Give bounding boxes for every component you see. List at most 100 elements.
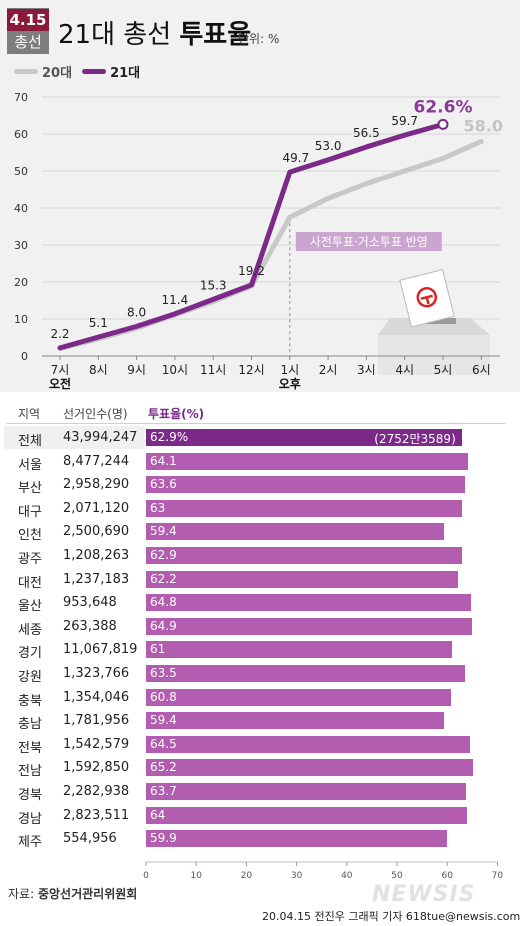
region-name: 광주 xyxy=(18,552,42,567)
voter-count: 11,067,819 xyxy=(63,642,138,658)
data-label-21: 11.4 xyxy=(162,293,189,307)
x-tick-label: 10시 xyxy=(162,363,188,377)
table-row: 제주 554,956 59.9 xyxy=(0,830,520,850)
bar-axis-label: 60 xyxy=(441,871,453,881)
table-header-divider xyxy=(6,423,506,424)
y-tick-label: 20 xyxy=(14,276,28,289)
data-label-21: 8.0 xyxy=(127,305,146,319)
y-tick-label: 40 xyxy=(14,202,28,215)
y-tick-label: 30 xyxy=(14,239,28,252)
bar-axis-label: 40 xyxy=(341,871,353,881)
ballot-box-icon xyxy=(378,269,490,375)
x-tick-label: 11시 xyxy=(200,363,226,377)
voter-count: 1,237,183 xyxy=(63,571,130,587)
legend-label-21: 21대 xyxy=(110,66,141,81)
voter-count: 2,823,511 xyxy=(63,807,130,823)
bar-axis-label: 50 xyxy=(391,871,403,881)
newsis-watermark: NEWSIS xyxy=(372,882,476,907)
legend: 20대 21대 xyxy=(14,62,150,81)
voter-count: 43,994,247 xyxy=(63,430,138,445)
data-label-21: 5.1 xyxy=(89,316,108,330)
rate-bar: 64.1 xyxy=(146,452,468,470)
region-name: 강원 xyxy=(18,670,42,685)
x-period-label: 오후 xyxy=(279,376,301,391)
data-label-21: 15.3 xyxy=(200,278,227,292)
voter-count: 1,781,956 xyxy=(63,713,130,729)
bar-axis-label: 0 xyxy=(143,871,149,881)
rate-value: 63 xyxy=(150,500,166,515)
col-voters: 선거인수(명) xyxy=(63,407,128,421)
data-label-21: 62.6% xyxy=(414,97,473,117)
annotation-text: 사전투표·거소투표 반영 xyxy=(310,235,428,249)
region-name: 경남 xyxy=(18,811,42,827)
x-tick-label: 7시 xyxy=(51,363,70,377)
series-line-21대 xyxy=(57,121,446,351)
x-tick-label: 9시 xyxy=(127,363,146,377)
turnout-line-chart: 사전투표·거소투표 반영 2.2 5.1 8.0 11.4 15.3 19.2 49.7 53.… xyxy=(14,91,503,391)
total-row-highlight xyxy=(4,426,144,449)
y-tick-label: 0 xyxy=(21,350,28,363)
rate-value: 62.9% xyxy=(150,430,189,444)
table-row: 강원 1,323,766 63.5 xyxy=(0,665,520,685)
data-label-21: 19.2 xyxy=(238,264,265,278)
total-votes: (2752만3589) xyxy=(374,432,456,446)
rate-value: 61 xyxy=(150,642,166,657)
voter-count: 1,323,766 xyxy=(63,666,130,681)
table-row: 인천 2,500,690 59.4 xyxy=(0,523,520,544)
data-label-20: 58.0 xyxy=(464,116,503,135)
table-row: 경남 2,823,511 64 xyxy=(0,806,520,827)
region-name: 세종 xyxy=(18,622,42,638)
table-row: 전북 1,542,579 64.5 xyxy=(0,735,520,756)
region-name: 충북 xyxy=(18,693,42,709)
rate-value: 59.4 xyxy=(150,524,177,539)
region-name: 부산 xyxy=(18,481,42,497)
voter-count: 8,477,244 xyxy=(63,453,130,469)
table-row: 전남 1,592,850 65.2 xyxy=(0,759,520,780)
region-name: 경기 xyxy=(18,646,42,662)
title-plain: 21대 총선 xyxy=(58,20,180,50)
rate-value: 64.5 xyxy=(150,736,177,751)
rate-bar: 62.2 xyxy=(146,570,459,588)
table-row: 세종 263,388 64.9 xyxy=(0,617,520,638)
rate-value: 60.8 xyxy=(150,689,177,704)
table-row: 대구 2,071,120 63 xyxy=(0,499,520,520)
rate-bar: 62.9% (2752만3589) xyxy=(146,429,462,446)
table-row: 서울 8,477,244 64.1 xyxy=(0,452,520,473)
voter-count: 1,592,850 xyxy=(63,760,130,776)
legend-swatch-21 xyxy=(82,69,107,74)
badge-label: 총선 xyxy=(14,33,42,51)
region-name: 울산 xyxy=(18,599,42,615)
y-tick-label: 50 xyxy=(14,165,28,178)
data-label-21: 59.7 xyxy=(391,114,418,128)
table-header: 지역 선거인수(명) 투표율(%) xyxy=(0,401,520,423)
x-tick-label: 4시 xyxy=(395,363,414,377)
credit-line: 20.04.15 전진우 그래픽 기자 618tue@newsis.com xyxy=(262,910,520,923)
y-tick-label: 70 xyxy=(14,91,28,104)
table-row: 광주 1,208,263 62.9 xyxy=(0,547,520,567)
voter-count: 1,542,579 xyxy=(63,736,130,752)
x-tick-label: 8시 xyxy=(89,363,108,377)
data-label-21: 49.7 xyxy=(282,151,309,165)
col-rate: 투표율(%) xyxy=(148,407,205,421)
series-end-marker xyxy=(437,118,449,130)
rate-bar: 63.6 xyxy=(146,476,466,494)
x-tick-label: 3시 xyxy=(357,363,376,377)
table-row: 부산 2,958,290 63.6 xyxy=(0,476,520,497)
bar-axis-label: 70 xyxy=(492,871,504,881)
legend-item-20: 20대 xyxy=(14,62,72,81)
election-badge: 4.15 총선 xyxy=(7,8,49,54)
voter-count: 554,956 xyxy=(63,831,117,847)
rate-bar: 59.9 xyxy=(146,830,447,848)
source-prefix: 자료: xyxy=(8,887,38,901)
region-name: 전남 xyxy=(18,764,42,780)
rate-value: 62.2 xyxy=(150,571,177,586)
source-note: 자료: 중앙선거관리위원회 xyxy=(8,885,137,902)
col-region: 지역 xyxy=(18,407,41,421)
rate-bar: 59.4 xyxy=(146,712,445,730)
region-name: 인천 xyxy=(18,528,42,544)
bar-axis: 0 10 20 30 40 50 60 70 xyxy=(143,861,504,881)
rate-bar: 59.4 xyxy=(146,523,445,541)
y-tick-label: 10 xyxy=(14,313,28,326)
bar-axis-label: 30 xyxy=(291,871,303,881)
data-label-21: 2.2 xyxy=(50,327,69,341)
